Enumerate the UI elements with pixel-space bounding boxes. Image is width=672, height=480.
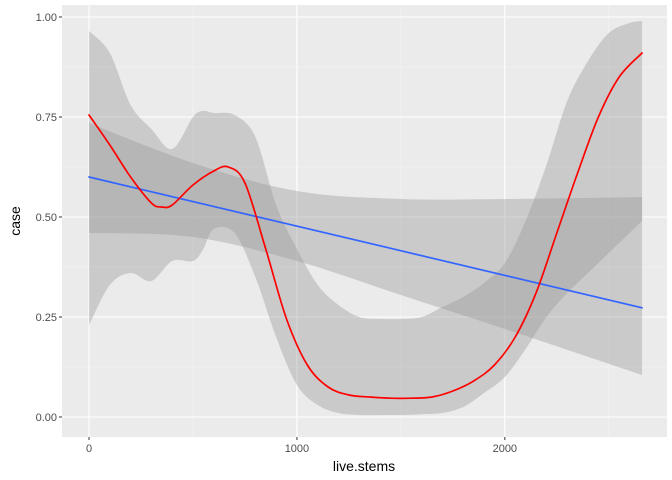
grid-major: [62, 5, 667, 437]
x-tick-label: 0: [86, 443, 92, 455]
grid-minor: [62, 5, 667, 437]
fit-lines: [88, 52, 643, 400]
y-tick-label: 1.00: [36, 12, 57, 24]
panel-background: [62, 5, 667, 437]
y-axis-title: case: [7, 206, 23, 236]
y-tick-label: 0.00: [36, 412, 57, 424]
x-axis: 0 1000 2000: [86, 437, 517, 455]
linear-fit-line: [88, 176, 643, 309]
smooth-fit-line: [88, 52, 643, 400]
linear-fit-band: [89, 123, 643, 375]
confidence-bands: [89, 21, 643, 416]
y-axis: 0.00 0.25 0.50 0.75 1.00: [36, 12, 62, 424]
y-tick-label: 0.75: [36, 112, 57, 124]
y-tick-label: 0.50: [36, 212, 57, 224]
x-tick-label: 1000: [285, 443, 309, 455]
x-tick-label: 2000: [493, 443, 517, 455]
y-tick-label: 0.25: [36, 312, 57, 324]
smooth-fit-band: [89, 21, 643, 416]
x-axis-title: live.stems: [333, 458, 395, 474]
